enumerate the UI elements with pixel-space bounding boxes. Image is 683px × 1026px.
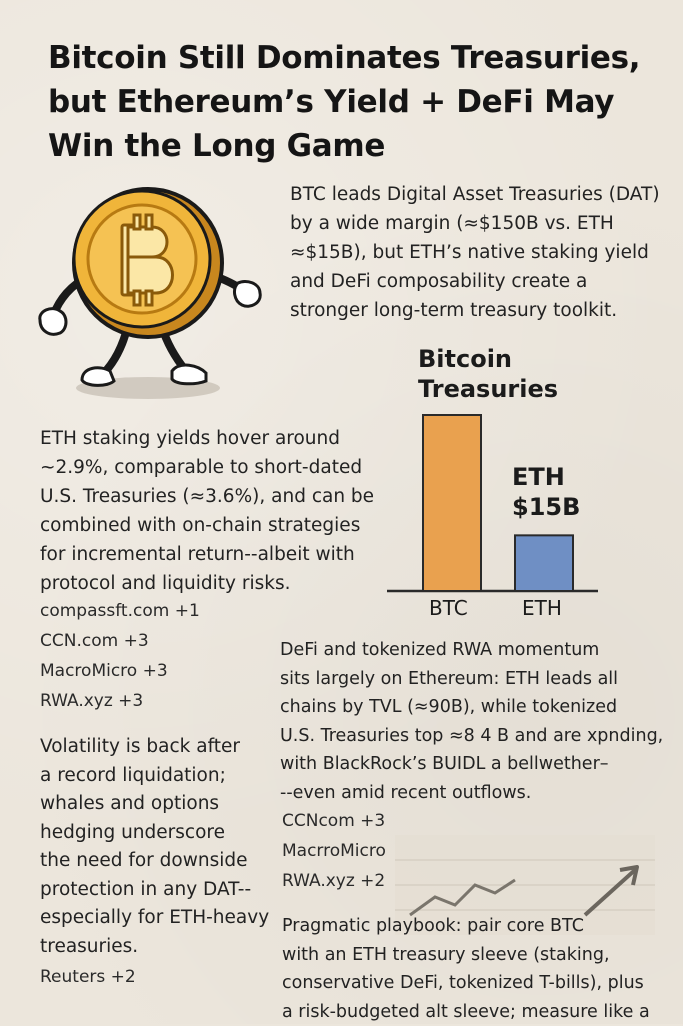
headline-line-1: Bitcoin Still Dominates Treasuries,: [48, 36, 658, 80]
defi-line: --even amid recent outflows.: [280, 779, 663, 808]
intro-line: and DeFi composability create a: [290, 267, 660, 296]
staking-line: protocol and liquidity risks.: [40, 569, 374, 598]
intro-line: by a wide margin (≈$150B vs. ETH: [290, 209, 660, 238]
playbook-line: with an ETH treasury sleeve (staking,: [282, 941, 650, 970]
eth-label-line-1: ETH: [512, 462, 580, 492]
playbook-paragraph: Pragmatic playbook: pair core BTC with a…: [282, 912, 650, 1026]
intro-line: BTC leads Digital Asset Treasuries (DAT): [290, 180, 660, 209]
defi-line: U.S. Treasuries top ≈8 4 B and are xpndi…: [280, 722, 663, 751]
eth-label-line-2: $15B: [512, 492, 580, 522]
staking-line: ~2.9%, comparable to short-dated: [40, 453, 374, 482]
playbook-line: conservative DeFi, tokenized T-bills), p…: [282, 969, 650, 998]
source-link[interactable]: RWA.xyz +2: [282, 866, 386, 896]
defi-paragraph: DeFi and tokenized RWA momentum sits lar…: [280, 636, 663, 807]
defi-line: with BlackRock’s BUIDL a bellwether–: [280, 750, 663, 779]
bar-eth: [515, 535, 573, 591]
volatility-line: Volatility is back after: [40, 733, 269, 762]
source-link[interactable]: Reuters +2: [40, 962, 136, 992]
volatility-line: treasuries.: [40, 933, 269, 962]
volatility-paragraph: Volatility is back after a record liquid…: [40, 733, 269, 961]
bar-btc: [423, 415, 481, 591]
playbook-line: a risk-budgeted alt sleeve; measure like…: [282, 998, 650, 1026]
x-tick-label-btc: BTC: [429, 596, 468, 620]
staking-line: combined with on-chain strategies: [40, 511, 374, 540]
source-link[interactable]: CCN.com +3: [40, 626, 200, 656]
volatility-line: protection in any DAT--: [40, 876, 269, 905]
volatility-line: whales and options: [40, 790, 269, 819]
bitcoin-mascot-icon: [30, 175, 270, 405]
source-reuters[interactable]: Reuters +2: [40, 962, 136, 992]
defi-line: sits largely on Ethereum: ETH leads all: [280, 665, 663, 694]
sources-list-1: compassft.com +1 CCN.com +3 MacroMicro +…: [40, 596, 200, 716]
source-link[interactable]: RWA.xyz +3: [40, 686, 200, 716]
sources-list-2: CCNcom +3 MacrroMicro RWA.xyz +2: [282, 806, 386, 896]
intro-paragraph: BTC leads Digital Asset Treasuries (DAT)…: [290, 180, 660, 325]
source-link[interactable]: CCNcom +3: [282, 806, 386, 836]
defi-line: DeFi and tokenized RWA momentum: [280, 636, 663, 665]
playbook-line: Pragmatic playbook: pair core BTC: [282, 912, 650, 941]
staking-line: ETH staking yields hover around: [40, 424, 374, 453]
eth-bar-label: ETH $15B: [512, 462, 580, 522]
volatility-line: a record liquidation;: [40, 762, 269, 791]
source-link[interactable]: compassft.com +1: [40, 596, 200, 626]
defi-line: chains by TVL (≈90B), while tokenized: [280, 693, 663, 722]
intro-line: ≈$15B), but ETH’s native staking yield: [290, 238, 660, 267]
x-tick-label-eth: ETH: [522, 596, 562, 620]
volatility-line: the need for downside: [40, 847, 269, 876]
staking-line: for incremental return--albeit with: [40, 540, 374, 569]
intro-line: stronger long-term treasury toolkit.: [290, 296, 660, 325]
staking-paragraph: ETH staking yields hover around ~2.9%, c…: [40, 424, 374, 598]
staking-line: U.S. Treasuries (≈3.6%), and can be: [40, 482, 374, 511]
source-link[interactable]: MacrroMicro: [282, 836, 386, 866]
headline-line-3: Win the Long Game: [48, 124, 658, 168]
volatility-line: hedging underscore: [40, 819, 269, 848]
volatility-line: especially for ETH-heavy: [40, 904, 269, 933]
headline: Bitcoin Still Dominates Treasuries, but …: [48, 36, 658, 168]
headline-line-2: but Ethereum’s Yield + DeFi May: [48, 80, 658, 124]
source-link[interactable]: MacroMicro +3: [40, 656, 200, 686]
